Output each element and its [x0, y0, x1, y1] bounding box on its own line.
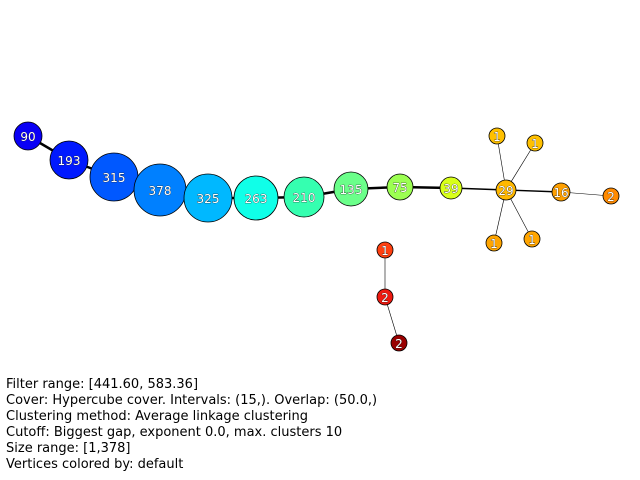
node-n2c[interactable]: 2: [390, 334, 408, 352]
node-n263[interactable]: 263: [233, 175, 279, 221]
node-n135[interactable]: 135: [333, 171, 369, 207]
node-circle[interactable]: [333, 171, 369, 207]
node-circle[interactable]: [386, 173, 414, 201]
cover-text: Cover: Hypercube cover. Intervals: (15,)…: [6, 393, 378, 408]
node-n193[interactable]: 193: [49, 140, 89, 180]
node-circle[interactable]: [283, 176, 325, 218]
node-n16[interactable]: 16: [551, 182, 571, 202]
node-label: 315: [103, 171, 126, 185]
graph-nodes: 90 193 315 378 325 263 210 135 75 39 29 16 2 1 1 1 1 1 2 2: [13, 121, 620, 352]
info-panel: Filter range: [441.60, 583.36] Cover: Hyp…: [6, 377, 377, 473]
mapper-graph: 90 193 315 378 325 263 210 135 75 39 29 16 2 1 1 1 1 1 2 2: [13, 121, 620, 352]
node-n210[interactable]: 210: [283, 176, 325, 218]
node-n29[interactable]: 29: [495, 179, 517, 201]
node-label: 1: [490, 237, 498, 251]
node-label: 135: [340, 183, 363, 197]
node-circle[interactable]: [13, 121, 43, 151]
node-circle[interactable]: [523, 230, 541, 248]
node-n378[interactable]: 378: [133, 163, 187, 217]
node-n325[interactable]: 325: [183, 173, 233, 223]
node-n2b[interactable]: 2: [376, 288, 394, 306]
node-circle[interactable]: [376, 241, 394, 259]
node-n2a[interactable]: 2: [602, 187, 620, 205]
node-label: 90: [20, 130, 35, 144]
node-label: 2: [395, 337, 403, 351]
node-label: 1: [531, 137, 539, 151]
node-n39[interactable]: 39: [439, 176, 463, 200]
node-label: 210: [293, 191, 316, 205]
node-n75[interactable]: 75: [386, 173, 414, 201]
node-n90[interactable]: 90: [13, 121, 43, 151]
node-label: 2: [381, 291, 389, 305]
node-label: 325: [197, 192, 220, 206]
node-n315[interactable]: 315: [89, 152, 139, 202]
node-label: 2: [607, 190, 615, 204]
node-label: 193: [58, 154, 81, 168]
node-n1c[interactable]: 1: [485, 234, 503, 252]
node-circle[interactable]: [233, 175, 279, 221]
node-label: 263: [245, 192, 268, 206]
node-circle[interactable]: [390, 334, 408, 352]
node-n1e[interactable]: 1: [376, 241, 394, 259]
node-label: 75: [392, 181, 407, 195]
node-label: 39: [443, 182, 458, 196]
node-label: 1: [493, 130, 501, 144]
node-circle[interactable]: [551, 182, 571, 202]
node-circle[interactable]: [439, 176, 463, 200]
node-circle[interactable]: [488, 127, 506, 145]
node-n1d[interactable]: 1: [523, 230, 541, 248]
node-label: 378: [149, 184, 172, 198]
colored-by-text: Vertices colored by: default: [6, 457, 184, 472]
node-label: 16: [553, 186, 568, 200]
node-label: 1: [381, 244, 389, 258]
size-range-text: Size range: [1,378]: [6, 441, 131, 456]
node-n1b[interactable]: 1: [526, 134, 544, 152]
cutoff-text: Cutoff: Biggest gap, exponent 0.0, max. …: [6, 425, 343, 440]
node-n1a[interactable]: 1: [488, 127, 506, 145]
node-circle[interactable]: [183, 173, 233, 223]
node-circle[interactable]: [485, 234, 503, 252]
node-label: 1: [528, 233, 536, 247]
node-label: 29: [498, 184, 513, 198]
node-circle[interactable]: [376, 288, 394, 306]
filter-range-text: Filter range: [441.60, 583.36]: [6, 377, 199, 392]
clustering-method-text: Clustering method: Average linkage clust…: [6, 409, 309, 424]
node-circle[interactable]: [49, 140, 89, 180]
node-circle[interactable]: [495, 179, 517, 201]
node-circle[interactable]: [602, 187, 620, 205]
node-circle[interactable]: [526, 134, 544, 152]
